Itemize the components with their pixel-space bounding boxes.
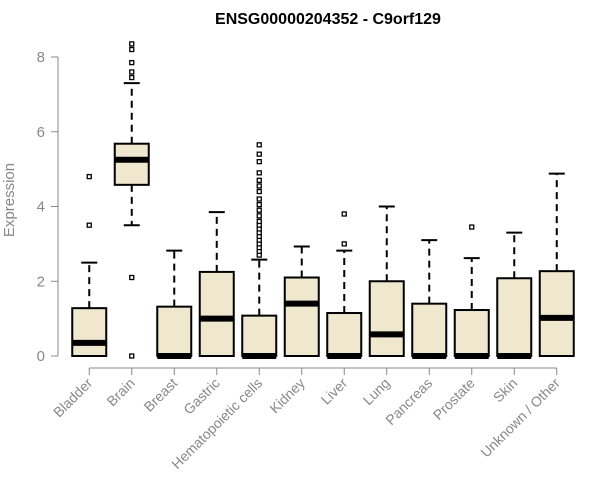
outlier-point <box>256 151 262 157</box>
box-iqr <box>368 280 405 357</box>
box-iqr <box>241 314 278 358</box>
outlier-point <box>256 142 262 148</box>
x-tick-label: Liver <box>318 375 351 408</box>
outlier-point <box>129 74 135 81</box>
box-lung <box>368 205 405 357</box>
y-tick-label: 2 <box>37 273 45 290</box>
box-kidney <box>283 245 320 358</box>
outlier-point <box>256 183 262 189</box>
x-tick-label: Breast <box>140 375 180 415</box>
outlier-point <box>86 173 92 180</box>
outlier-point <box>256 213 262 219</box>
x-tick-label: Brain <box>103 375 137 409</box>
outlier-point <box>256 177 262 183</box>
outlier-point <box>256 207 262 213</box>
outlier-point <box>256 158 262 165</box>
outlier-point <box>341 211 347 217</box>
box-breast <box>156 249 193 359</box>
outlier-point <box>256 188 262 195</box>
x-tick-label: Prostate <box>430 375 478 423</box>
outlier-point <box>129 41 135 47</box>
x-tick-label: Kidney <box>266 375 308 417</box>
outlier-point <box>129 69 135 75</box>
box-iqr <box>283 276 320 358</box>
box-hematopoietic-cells <box>241 142 278 359</box>
box-iqr <box>156 305 193 358</box>
outlier-point <box>341 241 347 247</box>
outlier-point <box>129 46 135 53</box>
box-unknown-other <box>538 172 575 357</box>
box-iqr <box>113 142 150 186</box>
y-tick-label: 0 <box>37 348 45 365</box>
x-tick-label: Lung <box>360 375 393 408</box>
y-tick-label: 6 <box>37 124 45 141</box>
chart-title: ENSG00000204352 - C9orf129 <box>215 11 441 28</box>
x-tick-label: Bladder <box>50 375 96 421</box>
box-series <box>71 41 575 359</box>
x-tick-label: Pancreas <box>382 375 435 428</box>
y-axis-label: Expression <box>1 163 18 237</box>
outlier-point <box>129 274 135 281</box>
box-iqr <box>496 277 533 358</box>
box-iqr <box>71 307 108 358</box>
outlier-point <box>256 196 262 202</box>
box-gastric <box>198 211 235 357</box>
box-pancreas <box>411 239 448 359</box>
box-brain <box>113 41 150 359</box>
outlier-point <box>129 59 135 66</box>
outlier-point <box>256 201 262 208</box>
box-liver <box>326 211 363 359</box>
x-tick-label: Unknown / Other <box>477 375 563 461</box>
outlier-point <box>129 353 135 359</box>
y-axis: 0 2 4 6 8 <box>37 49 59 365</box>
outlier-point <box>256 170 262 176</box>
box-iqr <box>453 309 490 357</box>
box-iqr <box>538 270 575 357</box>
box-iqr <box>326 312 363 357</box>
outlier-point <box>256 218 262 225</box>
box-iqr <box>198 270 235 357</box>
box-iqr <box>411 302 448 357</box>
y-tick-label: 8 <box>37 49 45 66</box>
x-tick-label: Skin <box>490 375 521 406</box>
outlier-point <box>86 222 92 228</box>
outlier-point <box>469 224 475 230</box>
box-skin <box>496 231 533 359</box>
box-bladder <box>71 173 108 358</box>
box-prostate <box>453 224 490 359</box>
y-tick-label: 4 <box>37 199 45 216</box>
